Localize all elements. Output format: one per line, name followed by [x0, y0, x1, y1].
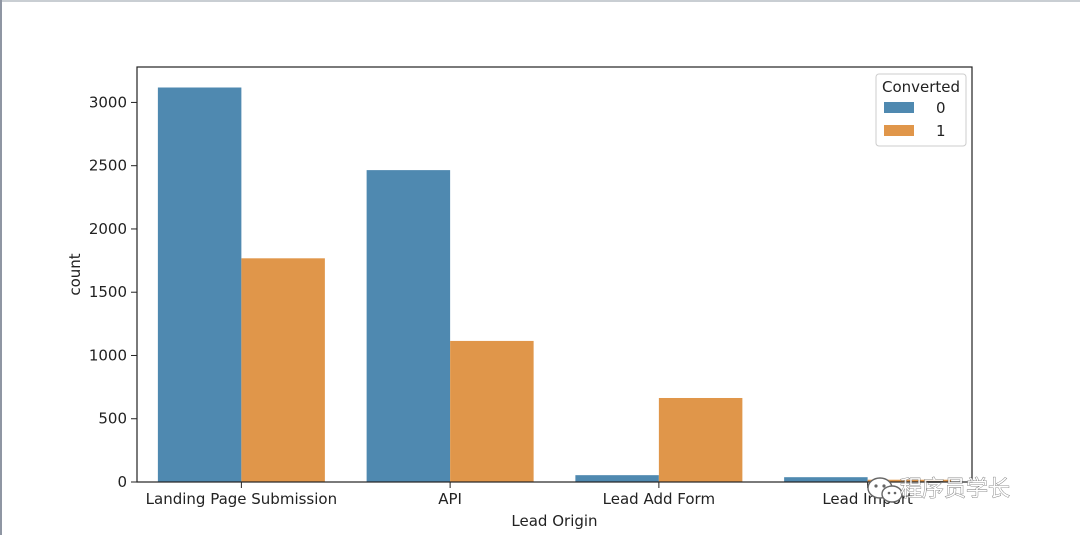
window-left-border — [0, 0, 2, 535]
legend-label-0: 0 — [936, 99, 946, 117]
legend-items: 01 — [884, 99, 946, 140]
bar-lead-import-converted-1 — [867, 479, 952, 482]
x-axis-ticks: Landing Page Submission API Lead Add Form L… — [146, 482, 913, 508]
bar-lead-add-form-converted-1 — [658, 397, 743, 482]
bar-lead-import-converted-0 — [784, 477, 868, 482]
window-top-border — [0, 0, 1080, 2]
y-tick-label: 1500 — [89, 283, 127, 301]
y-tick-label: 2000 — [89, 220, 127, 238]
plot-frame — [136, 66, 973, 483]
bar-lead-add-form-converted-0 — [575, 475, 659, 482]
y-axis-label: count — [66, 253, 84, 295]
bar-api-converted-1 — [450, 340, 534, 482]
x-tick-label: Lead Add Form — [603, 490, 715, 508]
y-tick-label: 3000 — [89, 93, 127, 111]
legend-swatch-1 — [884, 125, 914, 136]
x-tick-label: API — [438, 490, 462, 508]
legend-label-1: 1 — [936, 122, 946, 140]
y-tick-label: 1000 — [89, 346, 127, 364]
wechat-icon — [867, 477, 903, 503]
x-tick-label: Landing Page Submission — [146, 490, 337, 508]
bars-group — [157, 87, 952, 482]
watermark: 程序员学长 — [867, 477, 1010, 503]
legend: Converted 01 — [875, 73, 967, 147]
bar-api-converted-0 — [366, 170, 451, 482]
legend-title: Converted — [882, 78, 960, 96]
y-tick-label: 500 — [98, 410, 127, 428]
y-tick-label: 0 — [117, 473, 127, 491]
x-axis-label: Lead Origin — [511, 512, 597, 530]
bar-landing-page-submission-converted-1 — [241, 258, 325, 482]
bar-landing-page-submission-converted-0 — [157, 87, 242, 482]
y-axis-ticks: 0 500 1000 1500 2000 2500 3000 — [89, 93, 137, 491]
watermark-text: 程序员学长 — [900, 477, 1010, 502]
y-tick-label: 2500 — [89, 157, 127, 175]
legend-swatch-0 — [884, 102, 914, 113]
